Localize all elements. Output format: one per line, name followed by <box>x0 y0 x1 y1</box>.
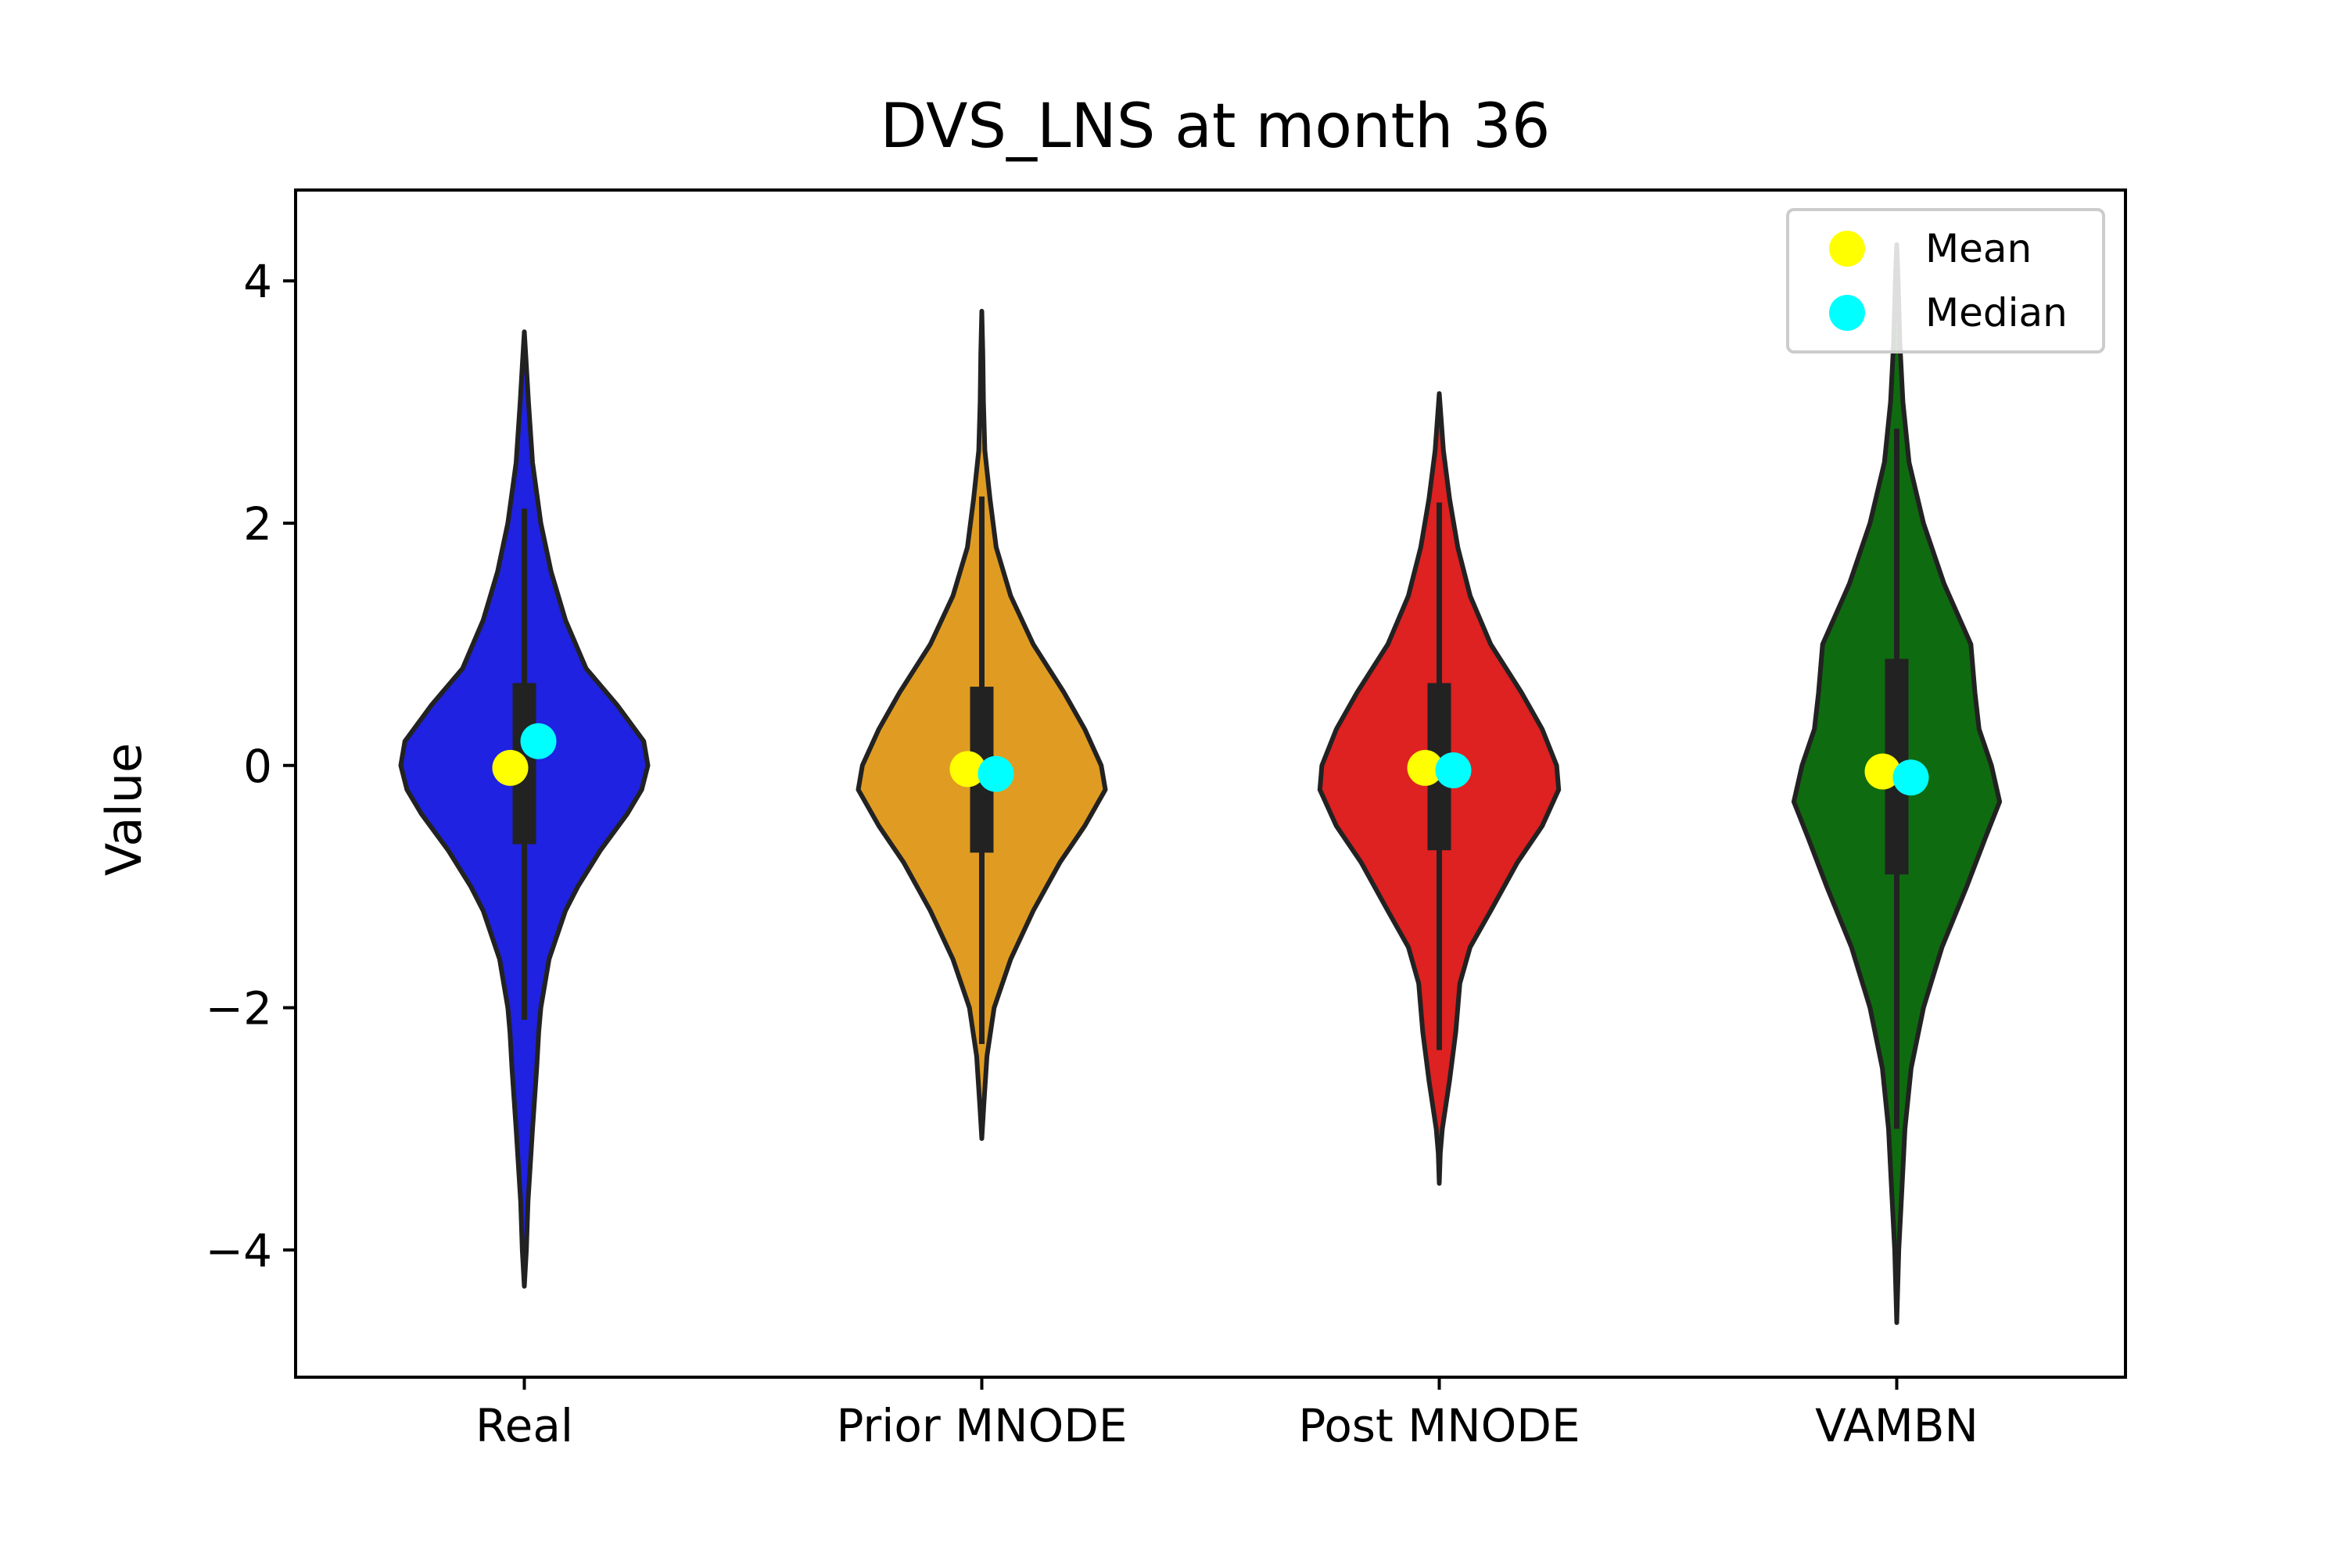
axis-ticks: −4 −2 0 2 4 Real Prior MNODE Post MNODE VAMBN <box>206 255 1978 1452</box>
mean-marker <box>1864 753 1901 790</box>
legend-label: Median <box>1925 290 2068 335</box>
legend-box <box>1786 208 2105 353</box>
median-marker <box>1892 759 1929 796</box>
mean-marker <box>492 749 529 786</box>
y-axis-label: Value <box>95 743 152 876</box>
median-marker <box>978 755 1014 792</box>
mean-marker <box>949 751 986 788</box>
x-tick-label: VAMBN <box>1815 1399 1978 1452</box>
legend: Mean Median <box>1786 208 2105 353</box>
axes-frame <box>294 188 2127 1379</box>
y-tick-label: 2 <box>243 497 272 551</box>
chart-title: DVS_LNS at month 36 <box>880 91 1550 162</box>
median-marker <box>520 723 557 759</box>
plot-area <box>398 242 2003 1326</box>
y-tick-label: −2 <box>206 982 273 1035</box>
y-tick-label: 0 <box>243 740 272 793</box>
legend-label: Mean <box>1925 226 2032 271</box>
legend-marker <box>1829 295 1865 331</box>
median-marker <box>1435 752 1472 788</box>
mean-marker <box>1407 749 1444 786</box>
x-tick-label: Post MNODE <box>1298 1399 1580 1452</box>
y-tick-label: 4 <box>243 255 272 308</box>
y-tick-label: −4 <box>206 1224 273 1277</box>
x-tick-label: Prior MNODE <box>836 1399 1127 1452</box>
legend-marker <box>1829 231 1865 267</box>
x-tick-label: Real <box>475 1399 573 1452</box>
